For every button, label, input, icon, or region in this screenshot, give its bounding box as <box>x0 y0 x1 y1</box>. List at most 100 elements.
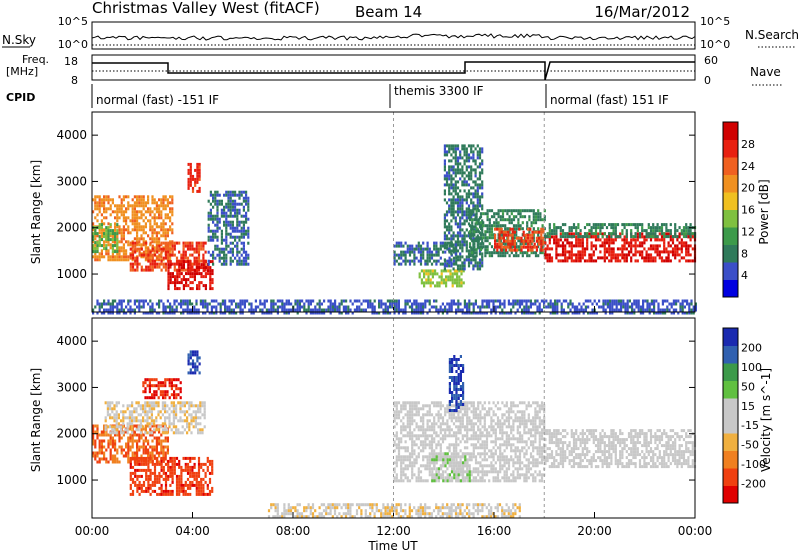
data-cell <box>182 401 184 404</box>
nave-tick-bottom: 0 <box>704 74 711 87</box>
data-cell <box>424 300 426 303</box>
data-cell <box>132 481 134 484</box>
data-cell <box>446 225 448 228</box>
data-cell <box>147 449 149 452</box>
data-cell <box>127 431 129 434</box>
data-cell <box>503 300 505 303</box>
data-cell <box>438 260 440 263</box>
data-cell <box>151 237 153 240</box>
data-cell <box>190 166 192 169</box>
data-cell <box>145 460 147 463</box>
data-cell <box>692 247 694 250</box>
data-cell <box>192 187 194 190</box>
data-cell <box>520 209 522 212</box>
data-cell <box>514 249 516 252</box>
data-cell <box>189 466 191 469</box>
data-cell <box>167 287 169 290</box>
data-cell <box>484 239 486 242</box>
data-cell <box>464 237 466 240</box>
data-cell <box>446 150 448 153</box>
data-cell <box>459 264 461 267</box>
data-cell <box>165 490 167 493</box>
data-cell <box>522 227 524 230</box>
data-cell <box>165 248 167 251</box>
data-cell <box>101 204 103 207</box>
data-cell <box>162 228 164 231</box>
data-cell <box>513 209 515 212</box>
data-cell <box>189 300 191 303</box>
data-cell <box>127 243 129 246</box>
data-cell <box>405 251 407 254</box>
data-cell <box>537 254 539 257</box>
data-cell <box>134 425 136 428</box>
data-cell <box>236 236 238 239</box>
data-cell <box>468 171 470 174</box>
data-cell <box>114 440 116 443</box>
data-cell <box>123 449 125 452</box>
data-cell <box>165 472 167 475</box>
data-cell <box>139 251 141 254</box>
data-cell <box>486 306 488 309</box>
data-cell <box>562 229 564 232</box>
data-cell <box>136 210 138 213</box>
data-cell <box>631 306 633 309</box>
data-cell <box>169 207 171 210</box>
data-cell <box>418 309 420 312</box>
data-cell <box>116 250 118 253</box>
data-cell <box>602 309 604 312</box>
data-cell <box>468 159 470 162</box>
data-cell <box>553 235 555 238</box>
data-cell <box>608 223 610 226</box>
data-cell <box>639 223 641 226</box>
data-cell <box>167 490 169 493</box>
data-cell <box>145 210 147 213</box>
data-cell <box>136 260 138 263</box>
data-cell <box>236 245 238 248</box>
data-cell <box>185 254 187 257</box>
data-cell <box>230 224 232 227</box>
data-cell <box>145 246 147 249</box>
data-cell <box>430 272 432 275</box>
data-cell <box>160 410 162 413</box>
data-cell <box>183 457 185 460</box>
data-cell <box>139 457 141 460</box>
data-cell <box>675 300 677 303</box>
data-cell <box>580 232 582 235</box>
data-cell <box>459 216 461 219</box>
data-cell <box>114 250 116 253</box>
data-cell <box>595 229 597 232</box>
data-cell <box>140 404 142 407</box>
data-cell <box>164 401 166 404</box>
data-region-4 <box>142 378 182 399</box>
data-cell <box>176 481 178 484</box>
data-cell <box>150 484 152 487</box>
data-cell <box>170 278 172 281</box>
data-cell <box>185 457 187 460</box>
data-cell <box>556 300 558 303</box>
data-cell <box>389 303 391 306</box>
data-cell <box>606 250 608 253</box>
data-cell <box>149 422 151 425</box>
data-cell <box>225 191 227 194</box>
data-cell <box>162 195 164 198</box>
data-cell <box>107 232 109 235</box>
data-cell <box>112 458 114 461</box>
data-cell <box>423 272 425 275</box>
data-cell <box>174 457 176 460</box>
data-cell <box>225 227 227 230</box>
data-cell <box>618 303 620 306</box>
data-cell <box>478 239 480 242</box>
data-cell <box>182 431 184 434</box>
data-cell <box>109 425 111 428</box>
data-cell <box>450 228 452 231</box>
data-cell <box>211 463 213 466</box>
data-cell <box>247 257 249 260</box>
data-cell <box>679 306 681 309</box>
data-cell <box>96 219 98 222</box>
data-cell <box>573 223 575 226</box>
data-cell <box>509 243 511 246</box>
data-cell <box>138 306 140 309</box>
data-cell <box>153 396 155 399</box>
data-cell <box>586 223 588 226</box>
data-cell <box>433 248 435 251</box>
